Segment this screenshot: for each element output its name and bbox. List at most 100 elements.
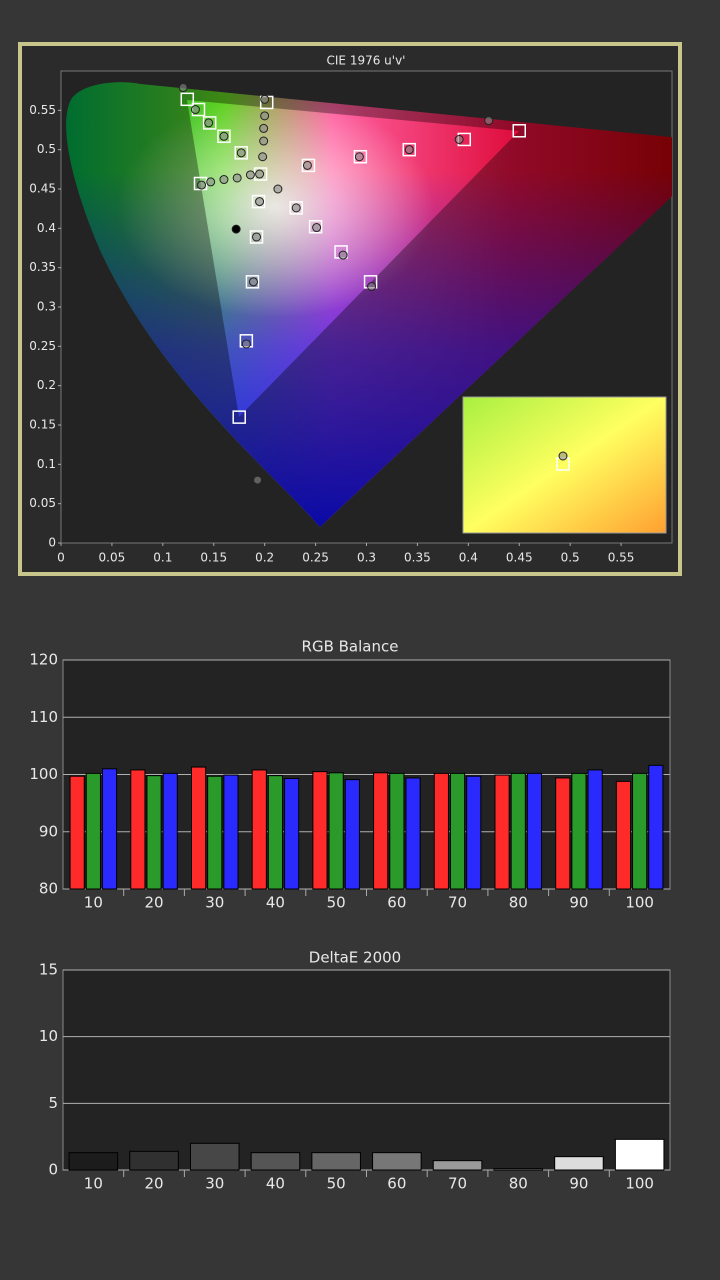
gamut-outside [66,82,672,527]
y-tick-label: 0.3 [37,300,56,314]
target-point [353,149,368,164]
y-tick-label: 15 [39,961,58,979]
bar [466,775,482,890]
x-tick-label: 50 [327,1175,346,1193]
x-tick-label: 30 [205,894,224,912]
spectral-locus-white [66,82,672,527]
y-tick-label: 0.4 [37,221,56,235]
bar [555,777,571,890]
measured-point [484,116,494,126]
target-point [251,194,266,209]
measured-point [259,136,269,146]
x-tick-label: 70 [448,894,467,912]
bar [311,1152,361,1171]
bar [526,772,543,890]
measured-point [178,83,188,93]
x-tick-label: 80 [509,894,528,912]
y-tick-label: 0.1 [37,457,56,471]
measured-point [259,123,269,133]
target-point [232,410,246,424]
bar [69,775,85,890]
x-tick-label: 40 [266,894,285,912]
bar [554,1156,604,1171]
y-tick-label: 0.45 [29,182,56,196]
measured-point [236,148,246,158]
measured-point [338,250,348,260]
measured-point [232,173,242,183]
target-point [202,116,217,130]
bar [250,1152,301,1171]
x-tick-label: 0.1 [153,551,172,565]
bar [615,780,632,890]
bar [493,1168,544,1171]
bar [284,778,300,890]
x-tick-label: 0.15 [200,551,227,565]
x-tick-label: 60 [387,1175,406,1193]
y-tick-label: 0.25 [29,339,56,353]
measured-point [219,175,229,185]
y-tick-label: 0.15 [29,418,56,432]
y-tick-label: 0.5 [37,142,56,156]
bar [344,779,360,890]
target-point [180,92,195,107]
y-tick-label: 0.2 [37,378,56,392]
bar [494,774,510,890]
x-tick-label: 30 [205,1175,224,1193]
x-tick-label: 0.55 [608,551,635,565]
chart-title: DeltaE 2000 [309,949,401,967]
bar [328,772,344,890]
y-tick-label: 80 [39,880,58,898]
bar [267,775,284,890]
gamut [66,82,672,527]
bar [312,771,328,890]
x-tick-label: 0.5 [561,551,580,565]
measured-point [241,339,251,349]
y-tick-label: 0.55 [29,103,56,117]
bar [130,769,146,890]
bar [389,772,405,890]
bar [432,1160,483,1171]
measured-point [204,118,214,128]
x-tick-label: 10 [84,894,103,912]
measured-point [260,111,270,121]
measured-point [231,224,241,234]
bar [146,775,162,890]
y-tick-label: 90 [39,822,58,840]
bar [189,1142,240,1171]
x-tick-label: 60 [387,894,406,912]
x-tick-label: 80 [509,1175,528,1193]
measured-point [190,105,200,115]
bar [373,772,389,890]
bar [85,772,101,890]
bar [587,769,603,890]
bar [251,769,267,890]
measured-point [367,282,377,292]
measured-point [354,152,364,162]
bar [510,772,526,890]
target-point [308,220,323,234]
x-tick-label: 40 [266,1175,285,1193]
target-point [289,201,303,215]
measured-point [404,145,414,155]
x-tick-label: 20 [145,894,164,912]
measured-point [255,197,265,207]
x-tick-label: 20 [145,1175,164,1193]
measured-point [219,131,229,141]
y-tick-label: 0 [48,536,56,550]
x-tick-label: 100 [625,894,654,912]
measured-point [260,94,270,104]
target-point [217,129,231,144]
measured-point [245,170,255,180]
bar [433,772,449,890]
bar [190,766,207,890]
x-tick-label: 0.2 [255,551,274,565]
bar [129,1150,179,1171]
measured-point [252,232,262,242]
measured-point [258,152,268,162]
x-tick-label: 0.3 [357,551,376,565]
target-point [249,230,264,244]
bar [68,1152,119,1171]
measured-point [255,169,265,179]
x-tick-label: 10 [84,1175,103,1193]
measured-point [197,180,207,190]
